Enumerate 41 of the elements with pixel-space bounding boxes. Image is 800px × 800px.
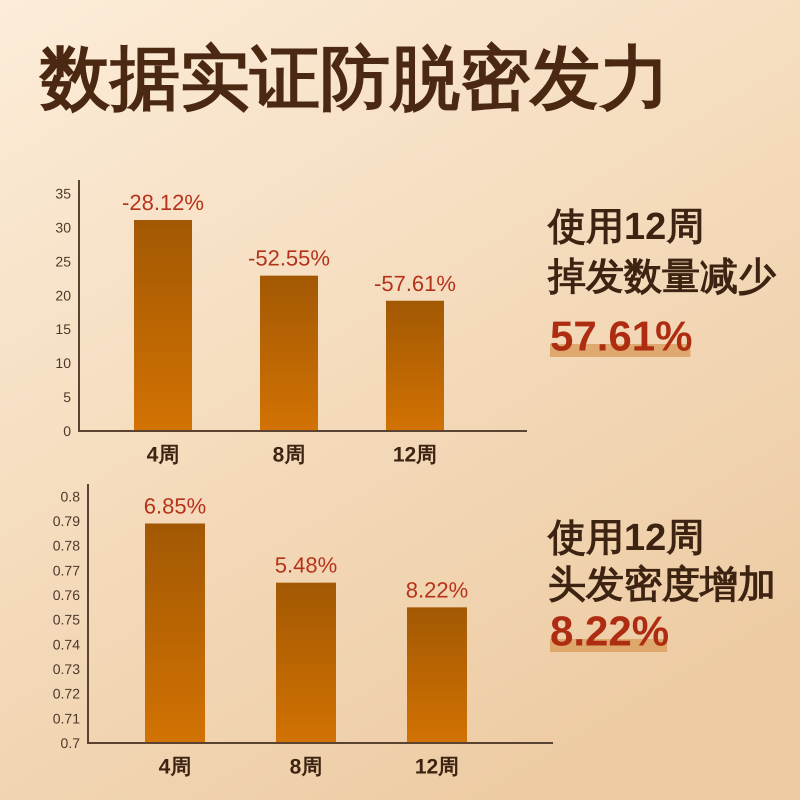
y-tick-label: 15	[55, 321, 72, 338]
annotation: -52.55%	[248, 246, 330, 271]
annotation: 8.22%	[406, 577, 468, 602]
y-tick-label: 0.73	[52, 661, 80, 677]
y-tick-label: 5	[63, 389, 72, 406]
y-tick-label: 0.7	[60, 735, 80, 751]
y-tick-label: 0.76	[52, 587, 80, 603]
y-tick-label: 0.8	[60, 488, 80, 504]
bar	[386, 300, 444, 431]
x-tick-label: 12周	[414, 756, 460, 778]
text: 使用12周	[546, 206, 704, 248]
y-tick-label: 25	[55, 253, 72, 270]
y-tick-label: 0.74	[52, 636, 80, 652]
y-tick-label: 0	[63, 423, 72, 439]
chart-title: 数据实证防脱密发力	[38, 39, 670, 117]
annotation: 头发密度增加	[548, 563, 776, 606]
y-tick-label: 35	[55, 186, 72, 202]
y-tick-label: 20	[55, 287, 72, 304]
annotation: 8.22%	[550, 608, 670, 654]
x-tick-label: 12周	[392, 444, 438, 466]
annotation: -57.61%	[374, 270, 456, 296]
text: 57.61%	[550, 312, 692, 360]
y-tick-label: 0.72	[52, 686, 80, 702]
annotation: 使用12周	[546, 517, 704, 559]
annotation: 5.48%	[274, 552, 338, 578]
bar	[260, 276, 318, 431]
x-tick-label: 8周	[272, 444, 306, 466]
x-tick-label: 8周	[290, 756, 322, 778]
y-tick-label: 0.79	[52, 513, 80, 529]
x-tick-label: 4周	[146, 444, 180, 466]
y-tick-label: 0.78	[52, 538, 80, 554]
y-tick-label: 10	[55, 355, 72, 372]
y-tick-label: 30	[55, 219, 72, 236]
y-tick-label: 0.77	[52, 562, 80, 578]
y-tick-label: 0.75	[52, 612, 80, 628]
annotation: 6.85%	[144, 493, 206, 518]
y-tick-label: 0.71	[52, 710, 80, 726]
x-tick-label: 4周	[158, 756, 192, 778]
text: 掉发数量减少	[547, 256, 777, 298]
bar	[134, 220, 192, 431]
annotation: -28.12%	[122, 190, 204, 216]
